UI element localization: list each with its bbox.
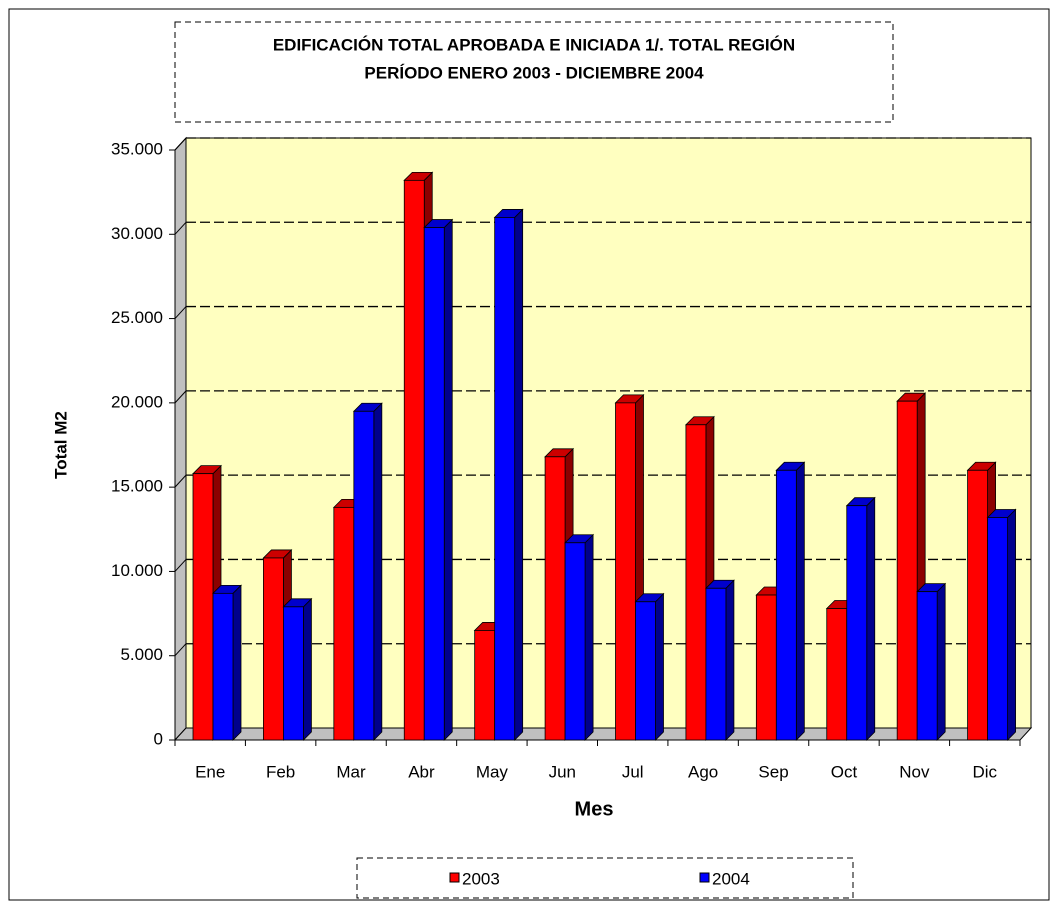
bar xyxy=(987,517,1008,741)
x-tick-label: Feb xyxy=(266,762,295,781)
y-tick-label: 30.000 xyxy=(111,224,163,243)
x-tick-label: Mar xyxy=(336,762,366,781)
grid-line-side xyxy=(174,559,187,572)
bar xyxy=(403,179,425,741)
bar xyxy=(192,473,214,741)
x-tick-label: Jun xyxy=(549,762,576,781)
bar-side xyxy=(725,579,735,741)
y-axis-label: Total M2 xyxy=(51,411,70,479)
x-tick-label: Sep xyxy=(758,762,788,781)
y-tick-label: 35.000 xyxy=(111,139,163,158)
bar-side xyxy=(866,496,876,741)
bar xyxy=(494,217,516,741)
x-tick-label: Jul xyxy=(622,762,644,781)
legend-swatch xyxy=(699,872,710,883)
legend-box xyxy=(356,857,854,899)
legend-label: 2003 xyxy=(462,869,500,888)
grid-line-side xyxy=(174,474,187,488)
bar xyxy=(775,469,797,741)
grid-line-side xyxy=(174,306,187,319)
grid-line-side xyxy=(174,643,187,657)
bar-side xyxy=(584,533,594,741)
chart-title: EDIFICACIÓN TOTAL APROBADA E INICIADA 1/… xyxy=(273,35,795,54)
grid-line-side xyxy=(174,390,187,404)
bar xyxy=(283,606,304,741)
bar xyxy=(967,469,988,741)
bar xyxy=(635,601,656,741)
bar xyxy=(916,591,938,741)
bar xyxy=(564,542,586,741)
bar xyxy=(353,410,375,741)
bar-side xyxy=(303,597,312,741)
bar-side xyxy=(936,582,946,741)
bar-side xyxy=(795,461,805,741)
y-tick-label: 15.000 xyxy=(111,477,163,496)
bar xyxy=(705,587,727,741)
x-tick-label: May xyxy=(476,762,509,781)
bar-side xyxy=(1007,508,1016,741)
title-box xyxy=(174,21,894,123)
bar xyxy=(333,506,355,741)
legend-label: 2004 xyxy=(712,869,750,888)
bar xyxy=(544,456,566,741)
bar xyxy=(846,505,868,741)
bar xyxy=(423,227,445,741)
bar xyxy=(615,402,636,741)
bar-side xyxy=(514,208,524,741)
legend-swatch xyxy=(449,872,460,883)
bar-side xyxy=(443,218,453,741)
y-tick-label: 5.000 xyxy=(120,645,163,664)
x-tick-label: Ago xyxy=(688,762,718,781)
y-tick-label: 0 xyxy=(154,729,163,748)
bar xyxy=(212,592,234,741)
bar xyxy=(755,594,777,741)
bar-side xyxy=(655,592,664,741)
bar xyxy=(474,630,496,741)
bar xyxy=(896,400,918,741)
bar xyxy=(263,557,284,741)
bar-side xyxy=(373,402,383,741)
y-tick-label: 25.000 xyxy=(111,308,163,327)
bar xyxy=(826,608,848,741)
grid-line-side xyxy=(174,221,187,235)
x-tick-label: Abr xyxy=(408,762,435,781)
x-tick-label: Nov xyxy=(899,762,930,781)
y-tick-label: 20.000 xyxy=(111,392,163,411)
x-tick-label: Oct xyxy=(831,762,858,781)
bar-side xyxy=(232,584,242,741)
x-tick-label: Dic xyxy=(973,762,998,781)
y-tick-label: 10.000 xyxy=(111,561,163,580)
grid-line-side xyxy=(174,137,187,151)
chart-subtitle: PERÍODO ENERO 2003 - DICIEMBRE 2004 xyxy=(364,63,704,82)
bar xyxy=(685,424,707,741)
x-tick-label: Ene xyxy=(195,762,225,781)
x-axis-label: Mes xyxy=(575,798,614,820)
